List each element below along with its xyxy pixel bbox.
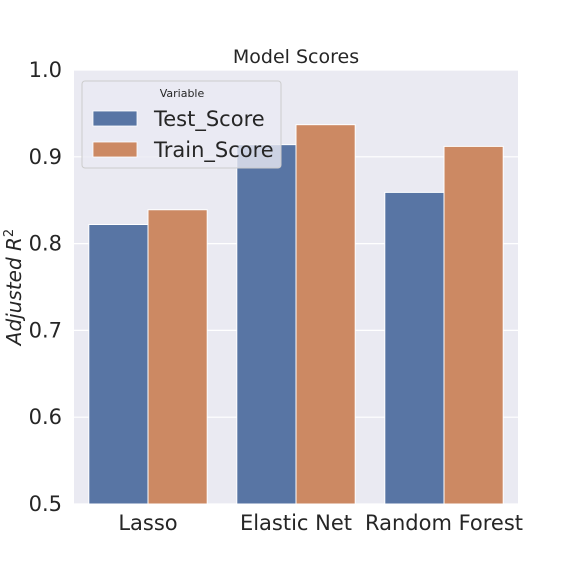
chart-title: Model Scores xyxy=(233,46,359,68)
bar-test-score-elastic-net xyxy=(236,144,297,505)
legend: Variable Test_Score Train_Score xyxy=(81,80,282,169)
legend-swatch xyxy=(92,141,138,158)
bar-train-score-elastic-net xyxy=(295,124,356,505)
legend-label: Train_Score xyxy=(153,138,274,163)
y-tick-label: 0.7 xyxy=(29,318,62,342)
y-tick-label: 1.0 xyxy=(29,58,62,82)
y-tick-label: 0.5 xyxy=(29,492,62,516)
y-tick-labels: 0.5 0.6 0.7 0.8 0.9 1.0 xyxy=(29,58,62,516)
bar-test-score-random-forest xyxy=(384,191,445,505)
x-tick-label: Random Forest xyxy=(365,511,523,535)
y-axis-label-base: Adjusted R xyxy=(2,237,26,347)
legend-entries: Test_Score Train_Score xyxy=(92,107,274,163)
legend-title: Variable xyxy=(160,87,205,100)
bar-train-score-lasso xyxy=(147,209,208,505)
legend-swatch xyxy=(92,110,138,127)
bar-test-score-lasso xyxy=(88,224,149,505)
bar-train-score-random-forest xyxy=(443,145,504,505)
y-axis-label: Adjusted R2 xyxy=(2,229,26,347)
x-tick-label: Lasso xyxy=(118,511,177,535)
x-tick-labels: Lasso Elastic Net Random Forest xyxy=(118,511,523,535)
y-tick-label: 0.8 xyxy=(29,232,62,256)
legend-label: Test_Score xyxy=(153,107,265,132)
x-tick-label: Elastic Net xyxy=(240,511,352,535)
y-axis-label-superscript: 2 xyxy=(2,229,17,237)
y-tick-label: 0.6 xyxy=(29,405,62,429)
bars xyxy=(88,124,504,505)
y-tick-label: 0.9 xyxy=(29,145,62,169)
